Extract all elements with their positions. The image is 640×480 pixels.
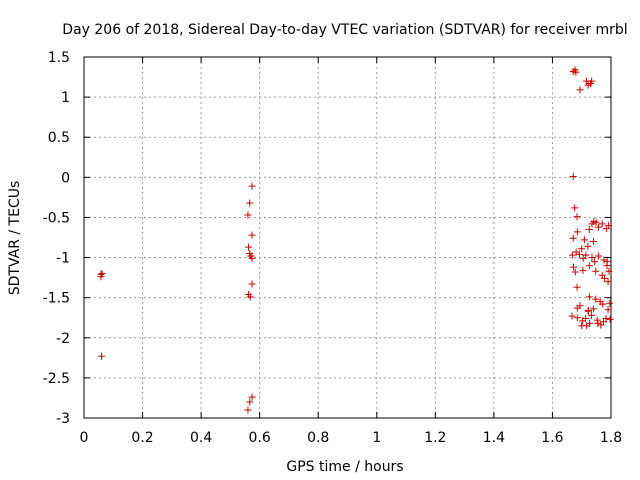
data-point	[591, 258, 599, 266]
data-point	[582, 315, 590, 323]
y-tick-label: -1.5	[43, 291, 70, 307]
x-tick-label: 1.4	[483, 430, 505, 446]
data-point	[580, 236, 588, 244]
data-point	[573, 314, 581, 322]
data-point	[587, 311, 595, 319]
data-point	[568, 312, 576, 320]
data-point	[588, 220, 596, 228]
data-point	[246, 293, 254, 301]
data-point	[248, 254, 256, 262]
data-point	[597, 321, 605, 329]
data-point	[570, 263, 578, 271]
data-point	[603, 262, 611, 270]
grid-lines	[84, 57, 611, 418]
data-point	[592, 267, 600, 275]
data-point	[569, 234, 577, 242]
x-tick-label: 1.2	[424, 430, 446, 446]
data-point	[98, 270, 106, 278]
y-tick-label: -0.5	[43, 210, 70, 226]
y-axis-label: SDTVAR / TECUs	[7, 181, 23, 296]
data-point	[98, 352, 106, 360]
x-tick-label: 0	[80, 430, 89, 446]
data-point	[568, 251, 576, 259]
x-tick-label: 1.6	[541, 430, 563, 446]
data-point	[599, 300, 607, 308]
data-point	[589, 238, 597, 246]
y-tick-label: -1	[56, 251, 70, 267]
data-point	[587, 79, 595, 87]
plot-frame	[83, 56, 612, 419]
x-tick-label: 1	[372, 430, 381, 446]
data-point	[601, 274, 609, 282]
data-point	[606, 299, 614, 307]
data-point	[246, 199, 254, 207]
data-point	[244, 211, 252, 219]
data-point	[592, 295, 600, 303]
data-point	[573, 228, 581, 236]
data-point	[578, 245, 586, 253]
data-point	[606, 315, 614, 323]
data-point	[245, 243, 253, 251]
y-tick-label: 0.5	[48, 130, 70, 146]
data-point	[585, 225, 593, 233]
data-point	[582, 251, 590, 259]
y-tick-label: 1	[61, 90, 70, 106]
y-tick-label: 0	[61, 170, 70, 186]
data-point	[604, 306, 612, 314]
data-points	[97, 66, 614, 414]
data-point	[244, 406, 252, 414]
data-point	[594, 223, 602, 231]
data-point	[571, 268, 579, 276]
data-point	[575, 250, 583, 258]
x-tick-label: 0.4	[190, 430, 212, 446]
x-tick-label: 0.2	[131, 430, 153, 446]
data-point	[248, 182, 256, 190]
data-point	[569, 173, 577, 181]
data-point	[594, 319, 602, 327]
data-point	[593, 316, 601, 324]
x-axis-label: GPS time / hours	[286, 459, 403, 475]
y-tick-label: -2	[56, 331, 70, 347]
chart-title: Day 206 of 2018, Sidereal Day-to-day VTE…	[62, 22, 627, 38]
data-point	[600, 256, 608, 264]
data-point	[594, 252, 602, 260]
data-point	[573, 304, 581, 312]
x-tick-label: 0.8	[307, 430, 329, 446]
data-point	[571, 204, 579, 212]
data-point	[579, 266, 587, 274]
data-point	[248, 231, 256, 239]
data-point	[97, 273, 105, 281]
data-point	[592, 218, 600, 226]
data-point	[602, 315, 610, 323]
data-point	[605, 267, 613, 275]
data-point	[583, 322, 591, 330]
data-point	[248, 280, 256, 288]
data-point	[584, 307, 592, 315]
data-point	[576, 86, 584, 94]
data-point	[588, 254, 596, 262]
data-point	[585, 293, 593, 301]
y-tick-label: -2.5	[43, 371, 70, 387]
data-point	[584, 242, 592, 250]
data-point	[598, 220, 606, 228]
data-point	[585, 262, 593, 270]
x-tick-label: 1.8	[600, 430, 622, 446]
x-tick-label: 0.6	[249, 430, 271, 446]
axis-ticks: 0 0.2 0.4 0.6 0.8 1 1.2 1.4 1.6 1.8 1.5 1 0.5 0 -0.5 -1…	[43, 50, 622, 446]
y-tick-label: -3	[56, 411, 70, 427]
data-point	[246, 398, 254, 406]
data-point	[248, 393, 256, 401]
data-point	[605, 221, 613, 229]
data-point	[604, 278, 612, 286]
data-point	[589, 305, 597, 313]
data-point	[571, 66, 579, 74]
data-point	[573, 283, 581, 291]
data-point	[573, 213, 581, 221]
y-tick-label: 1.5	[48, 50, 70, 66]
